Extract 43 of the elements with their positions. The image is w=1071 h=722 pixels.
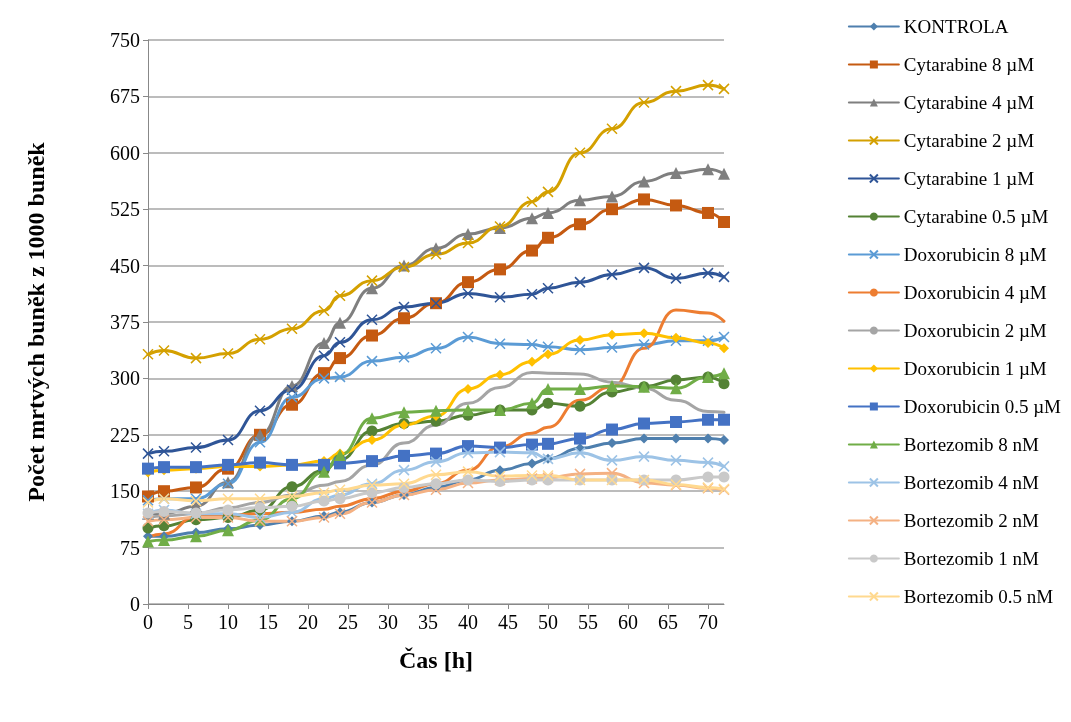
legend-label: Bortezomib 8 nM <box>903 434 1040 455</box>
legend-label: Cytarabine 2 µM <box>903 130 1035 151</box>
y-tick-label: 675 <box>110 85 140 108</box>
x-tick-label: 70 <box>698 611 718 633</box>
y-tick-label: 375 <box>110 311 140 333</box>
x-tick-label: 15 <box>258 611 278 633</box>
legend-label: KONTROLA <box>903 16 1009 37</box>
y-tick-label: 75 <box>120 536 140 559</box>
legend-label: Bortezomib 0.5 nM <box>903 586 1054 607</box>
legend-label: Doxorubicin 4 µM <box>903 282 1047 303</box>
y-tick-label: 525 <box>110 198 140 221</box>
y-tick-label: 750 <box>110 29 140 51</box>
x-tick-label: 45 <box>498 611 518 633</box>
legend-label: Doxorubicin 1 µM <box>903 358 1047 379</box>
x-tick-label: 5 <box>183 611 193 633</box>
legend-label: Doxorubicin 2 µM <box>903 320 1047 341</box>
y-tick-label: 300 <box>110 367 140 390</box>
legend-label: Doxorubicin 8 µM <box>903 244 1047 265</box>
x-tick-label: 60 <box>618 611 638 633</box>
x-axis-title: Čas [h] <box>398 647 474 673</box>
x-tick-label: 55 <box>578 611 598 633</box>
x-tick-label: 10 <box>218 611 238 633</box>
y-tick-label: 600 <box>110 141 140 164</box>
x-tick-label: 30 <box>378 611 398 633</box>
x-tick-label: 25 <box>338 611 358 633</box>
x-tick-label: 35 <box>418 611 438 633</box>
legend-label: Cytarabine 4 µM <box>903 92 1035 113</box>
y-tick-label: 0 <box>130 593 140 615</box>
legend-label: Bortezomib 2 nM <box>903 510 1040 531</box>
y-axis-title: Počet mrtvých buněk z 1000 buněk <box>23 141 49 502</box>
x-tick-label: 20 <box>298 611 318 633</box>
x-tick-label: 40 <box>458 611 478 633</box>
legend-label: Bortezomib 4 nM <box>903 472 1040 493</box>
y-tick-label: 225 <box>110 423 140 446</box>
x-tick-label: 50 <box>538 611 558 633</box>
x-tick-label: 65 <box>658 611 678 633</box>
legend-label: Cytarabine 1 µM <box>903 168 1035 189</box>
legend-label: Doxorubicin 0.5 µM <box>903 396 1062 417</box>
legend-label: Cytarabine 8 µM <box>903 54 1035 75</box>
y-tick-label: 450 <box>110 254 140 277</box>
legend-label: Bortezomib 1 nM <box>903 548 1040 569</box>
legend-label: Cytarabine 0.5 µM <box>903 206 1049 227</box>
y-tick-label: 150 <box>110 480 140 503</box>
